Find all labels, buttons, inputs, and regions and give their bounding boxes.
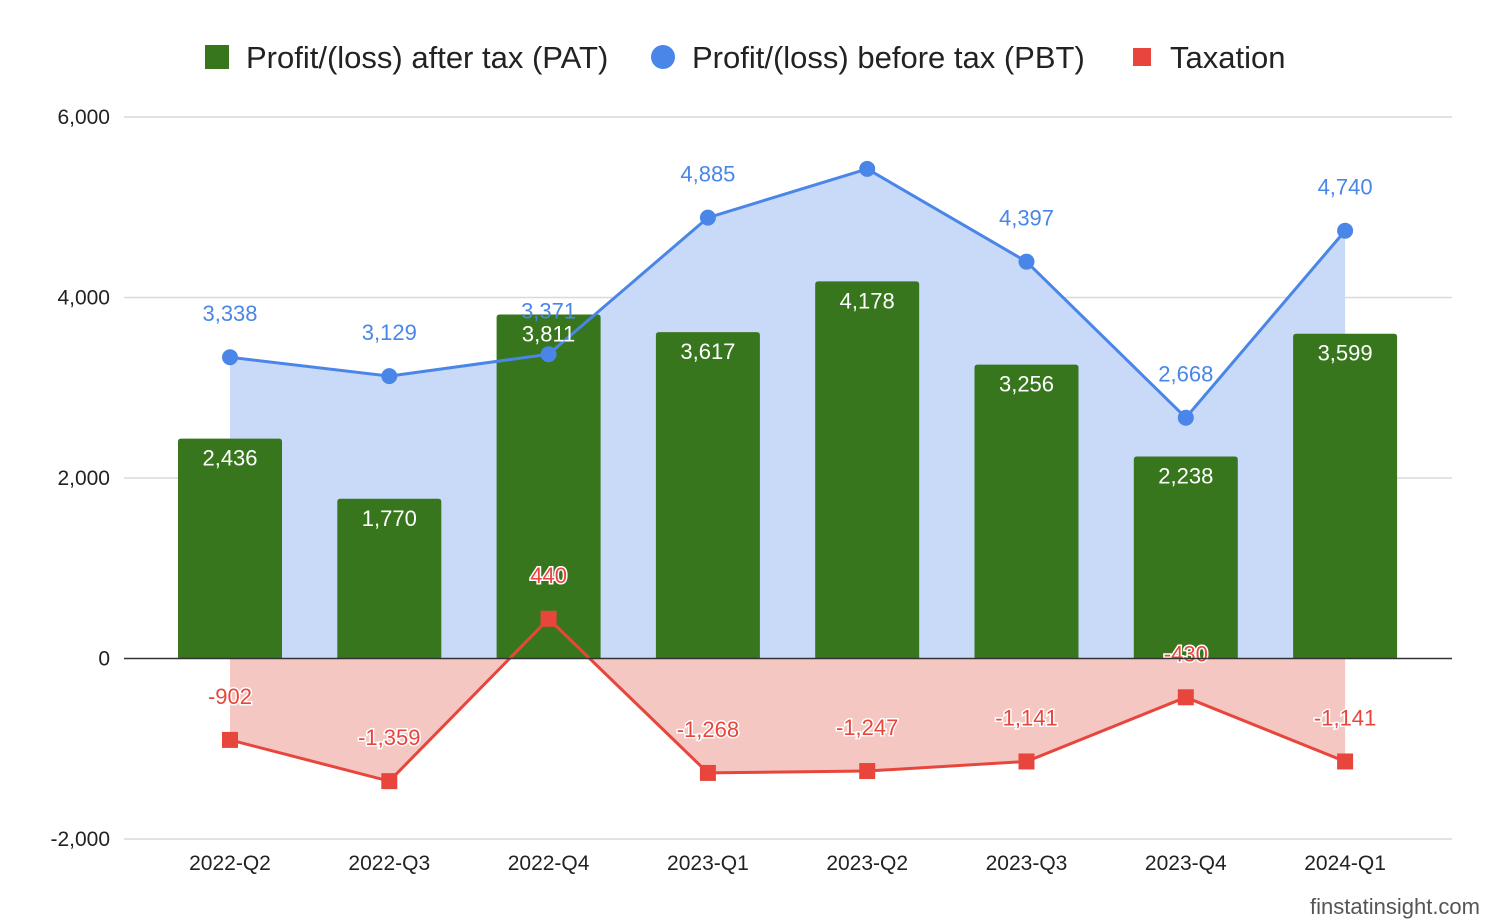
pat-bar [178,438,282,659]
tax-area [230,618,1346,782]
tax-point [1337,753,1354,770]
series-markers [222,160,1354,790]
pat-bar-label: 3,256 [999,372,1054,397]
legend-item-1: Profit/(loss) after tax (PAT) [205,40,608,75]
legend-label: Profit/(loss) after tax (PAT) [246,40,608,75]
tax-data-label: -902 [208,684,252,709]
tax-point [381,773,398,790]
x-tick-label: 2024-Q1 [1304,852,1386,875]
pbt-point [859,160,876,177]
pat-bar-label: 3,617 [680,339,735,364]
y-tick-label: 4,000 [57,287,110,310]
pbt-point [1337,222,1354,239]
legend-item-3: Taxation [1133,40,1285,75]
pbt-point [1018,253,1035,270]
pat-bar-label: 4,178 [840,288,895,313]
x-tick-label: 2022-Q3 [348,852,430,875]
tax-point [1018,753,1035,770]
tax-point [540,610,557,627]
legend: Profit/(loss) after tax (PAT) Profit/(los… [205,40,1285,75]
tax-point [1177,689,1194,706]
legend-label: Taxation [1170,40,1285,75]
watermark: finstatinsight.com [1310,894,1480,919]
pbt-line [229,167,1347,420]
tax-data-label: -1,141 [995,705,1057,730]
legend-label: Profit/(loss) before tax (PBT) [692,40,1085,75]
tax-point [222,731,238,748]
x-tick-label: 2023-Q3 [986,852,1068,875]
pbt-point [699,209,716,226]
pbt-data-label: 3,371 [521,298,576,323]
pat-bar-label: 2,436 [202,446,257,471]
data-labels: 2,436 1,770 3,811 3,617 4,178 3,256 2,238 3,599… [202,162,1377,752]
pbt-point [381,368,398,385]
tax-data-label: -1,359 [358,725,420,750]
tax-data-label: 440 [530,563,567,588]
pbt-data-label: 2,668 [1158,362,1213,387]
x-tick-label: 2022-Q2 [189,852,271,875]
pat-bar [655,332,760,659]
pat-bar [815,281,920,659]
legend-swatch [1133,48,1151,66]
legend-swatch [205,45,229,69]
pbt-data-label: 4,885 [680,162,735,187]
x-tick-label: 2023-Q1 [667,852,749,875]
y-tick-label: 0 [98,648,110,671]
pat-bar-label: 3,811 [522,322,575,347]
pbt-data-label: 3,338 [202,301,257,326]
pat-bar [1293,333,1398,659]
pat-bar [337,498,442,659]
y-tick-label: 6,000 [57,106,110,129]
pat-bar-label: 1,770 [362,506,417,531]
legend-item-2: Profit/(loss) before tax (PBT) [651,40,1085,75]
tax-data-label: -1,268 [677,717,739,742]
tax-data-label: -430 [1164,641,1208,666]
y-tick-label: 2,000 [57,467,110,490]
series-lines [229,167,1347,783]
pat-bar [1133,456,1238,659]
pat-bar [974,364,1079,659]
tax-point [859,763,876,780]
tax-point [699,764,716,781]
pbt-point [1177,409,1194,426]
pbt-data-label: 4,397 [999,206,1054,231]
pbt-point [540,346,557,363]
tax-data-label: -1,247 [836,715,898,740]
x-tick-label: 2022-Q4 [508,852,590,875]
pat-bar-label: 3,599 [1318,341,1373,366]
x-tick-label: 2023-Q2 [826,852,908,875]
pat-bar-label: 2,238 [1158,464,1213,489]
legend-swatch [651,45,675,69]
axes: -2,000 0 2,000 4,000 6,000 2022-Q2 2022-Q3 2022… [50,106,1452,875]
x-tick-label: 2023-Q4 [1145,852,1227,875]
tax-data-label: -1,141 [1314,705,1376,730]
pat-bars [178,281,1398,659]
pat-bar [496,314,601,659]
y-tick-label: -2,000 [50,828,110,851]
pbt-data-label: 3,129 [362,320,417,345]
pbt-data-label: 4,740 [1318,175,1373,200]
tax-line [229,617,1346,783]
pbt-point [222,349,238,366]
